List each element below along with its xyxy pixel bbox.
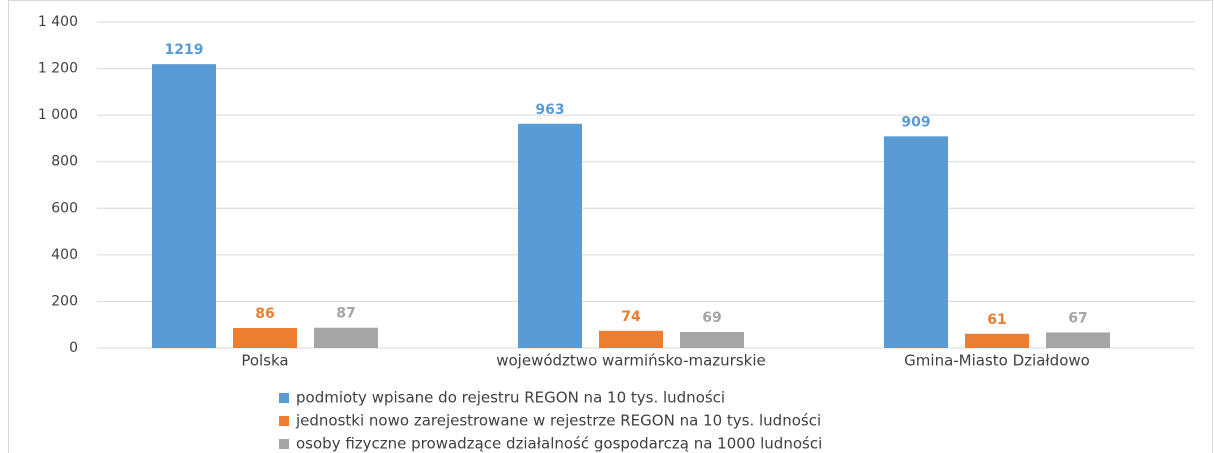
bar	[680, 331, 744, 348]
chart-frame	[8, 0, 1213, 453]
legend-label: jednostki nowo zarejestrowane w rejestrz…	[295, 412, 821, 430]
bar	[152, 64, 216, 348]
bar	[599, 330, 663, 348]
y-tick-label: 800	[51, 154, 78, 170]
bar	[518, 123, 582, 348]
y-tick-label: 1 000	[38, 107, 78, 123]
legend-swatch	[279, 439, 289, 449]
bar	[965, 333, 1029, 348]
value-label: 69	[702, 310, 721, 326]
legend-swatch	[279, 393, 289, 403]
value-label: 1219	[165, 42, 204, 58]
bar	[1046, 332, 1110, 348]
y-tick-label: 200	[51, 293, 78, 309]
y-tick-label: 600	[51, 200, 78, 216]
x-tick-label: województwo warmińsko-mazurskie	[496, 352, 766, 370]
y-tick-label: 1 400	[38, 14, 78, 30]
legend-swatch	[279, 416, 289, 426]
x-tick-label: Gmina-Miasto Działdowo	[904, 352, 1090, 370]
y-tick-label: 0	[69, 340, 78, 356]
y-tick-label: 400	[51, 247, 78, 263]
value-label: 963	[535, 102, 564, 118]
y-tick-label: 1 200	[38, 61, 78, 77]
x-tick-label: Polska	[241, 352, 288, 370]
value-label: 74	[621, 309, 641, 325]
value-label: 61	[987, 312, 1006, 328]
legend-label: osoby fizyczne prowadzące działalność go…	[296, 435, 822, 453]
bar	[233, 327, 297, 348]
bar	[314, 327, 378, 348]
value-label: 87	[336, 306, 355, 322]
legend-label: podmioty wpisane do rejestru REGON na 10…	[296, 389, 725, 407]
value-label: 909	[901, 114, 930, 130]
value-label: 67	[1068, 310, 1087, 326]
bar	[884, 136, 948, 348]
value-label: 86	[255, 306, 274, 322]
